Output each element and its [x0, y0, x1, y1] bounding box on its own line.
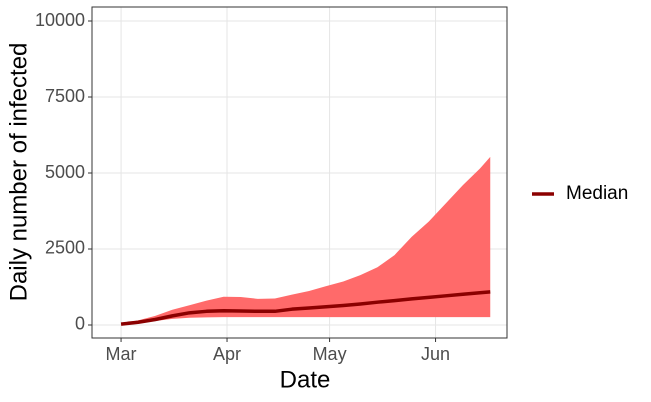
y-axis-title: Daily number of infected	[5, 43, 32, 302]
legend-label: Median	[566, 183, 628, 204]
plot-border	[91, 6, 508, 339]
x-tick-label: Jun	[421, 344, 450, 364]
x-tick-label: Apr	[213, 344, 241, 364]
x-tick-label: Mar	[106, 344, 137, 364]
y-tick-label: 0	[75, 314, 85, 334]
y-tick-label: 5000	[45, 162, 85, 182]
x-axis-title: Date	[280, 366, 331, 393]
y-tick-label: 2500	[45, 238, 85, 258]
uncertainty-band	[121, 156, 491, 325]
x-tick-label: May	[313, 344, 347, 364]
y-tick-label: 7500	[45, 86, 85, 106]
y-tick-label: 10000	[35, 10, 85, 30]
median-line	[120, 290, 491, 326]
